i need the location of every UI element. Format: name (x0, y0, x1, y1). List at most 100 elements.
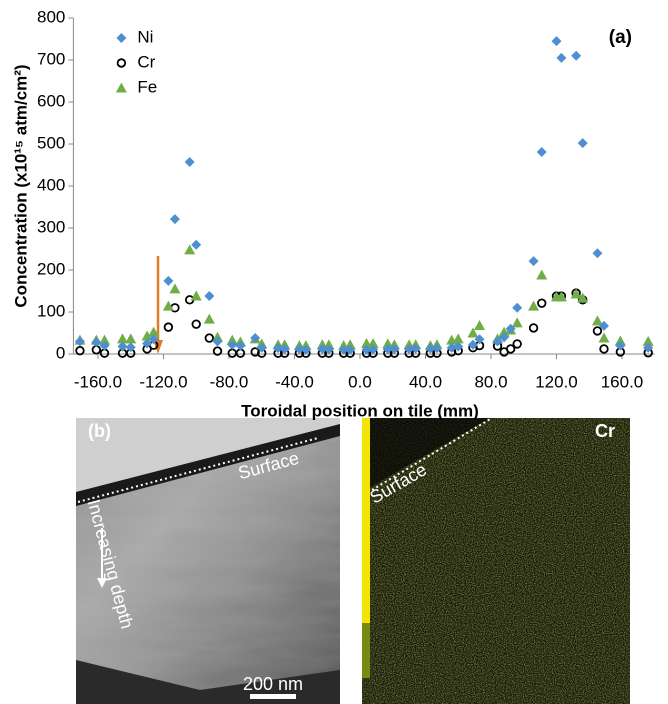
point (317, 343, 328, 354)
point (598, 332, 610, 343)
point (528, 256, 539, 267)
y-tick-label: 0 (56, 343, 65, 362)
point (323, 344, 334, 355)
point (382, 338, 394, 349)
x-tick-label: -40.0 (275, 372, 314, 391)
point (212, 346, 223, 356)
point (452, 333, 464, 344)
eds-map (362, 418, 630, 704)
y-tick-label: 700 (37, 49, 65, 68)
point (536, 146, 547, 157)
point (410, 343, 421, 354)
point (555, 291, 567, 302)
point (499, 332, 510, 343)
tem-image (76, 418, 340, 704)
point (570, 288, 582, 299)
point (99, 334, 111, 345)
point (184, 157, 195, 168)
point (99, 340, 110, 351)
point (551, 36, 562, 47)
legend-marker (116, 58, 127, 68)
element-label: Cr (595, 421, 615, 441)
point (592, 248, 603, 259)
point (474, 334, 485, 345)
point (279, 343, 290, 354)
point (474, 319, 486, 330)
point (615, 340, 626, 351)
panel-annotation: (a) (609, 27, 632, 48)
point (528, 323, 539, 333)
y-tick-label: 600 (37, 91, 65, 110)
point (404, 343, 415, 354)
point (446, 342, 457, 353)
point (467, 327, 479, 338)
point (142, 338, 153, 349)
arrow-head (153, 340, 163, 354)
point (556, 52, 567, 63)
point (453, 341, 464, 352)
point (294, 343, 305, 354)
point (169, 214, 180, 225)
point (512, 339, 522, 349)
point (204, 333, 215, 343)
point (74, 336, 85, 347)
point (598, 320, 609, 331)
point (203, 313, 215, 324)
point (163, 322, 174, 332)
y-tick-label: 200 (37, 259, 65, 278)
point (191, 319, 201, 329)
point (117, 333, 129, 344)
x-tick-label: -120.0 (139, 372, 187, 391)
scale-bar-label: 200 nm (243, 674, 303, 694)
point (169, 283, 181, 294)
point (345, 344, 356, 355)
point (300, 344, 311, 355)
point (117, 341, 128, 352)
legend-label: Cr (137, 52, 155, 71)
y-axis-title: Concentration (x10¹⁵ atm/cm²) (11, 64, 30, 307)
point (148, 326, 160, 337)
point (367, 338, 379, 348)
point (226, 334, 238, 345)
legend-marker (116, 33, 127, 43)
point (75, 345, 85, 356)
point (191, 239, 202, 250)
point (227, 348, 237, 358)
point (235, 340, 246, 351)
point (227, 339, 238, 350)
x-tick-label: 160.0 (601, 372, 644, 391)
point (492, 336, 503, 347)
point (571, 50, 582, 61)
point (141, 330, 153, 341)
point (91, 337, 102, 348)
point (323, 339, 335, 350)
point (511, 317, 523, 328)
legend-label: Ni (137, 27, 153, 46)
point (250, 333, 261, 344)
point (204, 291, 215, 302)
point (592, 326, 603, 336)
point (190, 290, 202, 301)
point (425, 343, 436, 354)
point (642, 335, 654, 346)
point (537, 298, 547, 308)
x-axis-title: Toroidal position on tile (mm) (241, 401, 479, 420)
x-tick-label: 0.0 (348, 372, 372, 391)
point (368, 344, 379, 355)
point (344, 339, 356, 350)
x-tick-label: 120.0 (535, 372, 578, 391)
point (591, 315, 603, 326)
point (361, 344, 372, 355)
point (577, 292, 589, 303)
point (125, 333, 137, 344)
point (536, 269, 548, 280)
point (431, 343, 442, 354)
x-tick-label: -160.0 (74, 372, 122, 391)
y-tick-label: 500 (37, 133, 65, 152)
point (389, 343, 400, 354)
point (338, 344, 349, 355)
point (614, 335, 626, 346)
point (599, 344, 609, 354)
point (125, 342, 136, 353)
